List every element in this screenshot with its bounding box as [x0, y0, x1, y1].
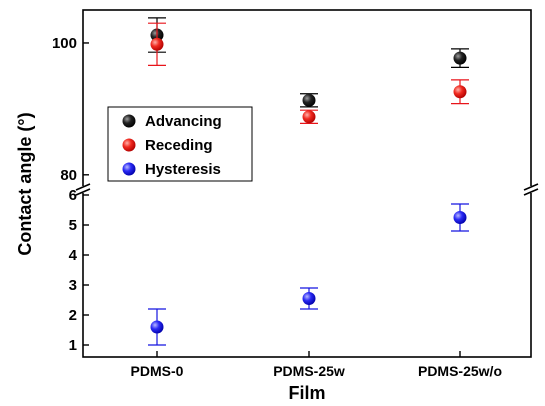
plot-frame	[82, 9, 532, 358]
hysteresis-point	[302, 292, 316, 305]
x-ticks: PDMS-0 PDMS-25w PDMS-25w/o	[131, 351, 502, 379]
lower-y-tick-label: 1	[69, 337, 77, 354]
x-tick-label: PDMS-0	[131, 363, 184, 379]
legend-marker-receding	[122, 138, 136, 152]
lower-y-tick-label: 5	[69, 217, 77, 234]
upper-y-ticks: 80 100	[52, 35, 89, 184]
lower-y-tick-label: 3	[69, 277, 77, 294]
axis-break-right	[523, 183, 539, 196]
advancing-point	[302, 93, 316, 107]
receding-point	[302, 110, 316, 124]
hysteresis-point	[453, 211, 467, 224]
lower-y-tick-label: 6	[69, 187, 77, 204]
receding-point	[150, 37, 164, 51]
receding-point	[453, 85, 467, 99]
upper-y-tick-label: 80	[60, 167, 77, 184]
legend-marker-advancing	[122, 114, 136, 128]
legend-label-advancing: Advancing	[145, 113, 222, 130]
axis-break-left	[75, 183, 91, 196]
lower-y-tick-label: 4	[69, 247, 78, 264]
data-marks	[148, 17, 469, 346]
y-axis-title: Contact angle (°)	[15, 112, 35, 255]
x-axis-title: Film	[288, 383, 325, 403]
advancing-point	[453, 51, 467, 65]
legend-marker-hysteresis	[122, 162, 136, 176]
lower-y-tick-label: 2	[69, 307, 77, 324]
lower-y-ticks: 1 2 3 4 5 6	[69, 187, 89, 354]
x-tick-label: PDMS-25w	[273, 363, 345, 379]
legend-label-receding: Receding	[145, 137, 213, 154]
hysteresis-point	[150, 320, 164, 334]
legend: Advancing Receding Hysteresis	[107, 106, 253, 182]
legend-label-hysteresis: Hysteresis	[145, 161, 221, 178]
upper-y-tick-label: 100	[52, 35, 77, 52]
x-tick-label: PDMS-25w/o	[418, 363, 502, 379]
